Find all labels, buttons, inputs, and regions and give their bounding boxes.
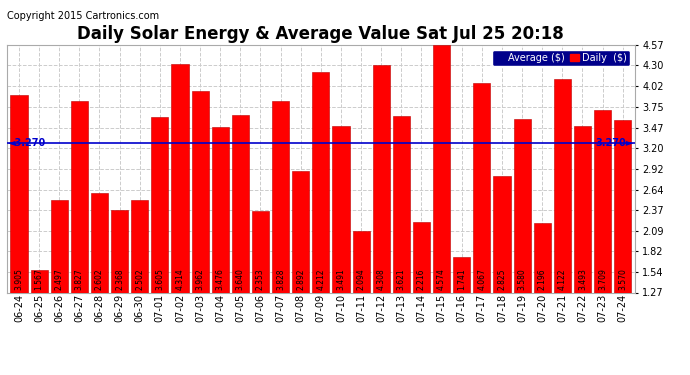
Text: 3.605: 3.605 [155, 268, 164, 290]
Text: 2.216: 2.216 [417, 269, 426, 290]
Bar [252, 211, 269, 375]
Bar [353, 231, 370, 375]
Bar [513, 119, 531, 375]
Text: Copyright 2015 Cartronics.com: Copyright 2015 Cartronics.com [7, 11, 159, 21]
Text: 2.825: 2.825 [497, 269, 506, 290]
Text: 3.476: 3.476 [216, 268, 225, 290]
Bar [272, 100, 289, 375]
Bar [50, 201, 68, 375]
Text: 3.270►: 3.270► [595, 138, 634, 147]
Text: 2.196: 2.196 [538, 268, 546, 290]
Text: 1.741: 1.741 [457, 268, 466, 290]
Bar [212, 127, 229, 375]
Bar [473, 83, 491, 375]
Legend: Average ($), Daily  ($): Average ($), Daily ($) [493, 50, 630, 66]
Text: 2.353: 2.353 [256, 268, 265, 290]
Bar [433, 45, 450, 375]
Text: 2.602: 2.602 [95, 268, 104, 290]
Bar [393, 116, 410, 375]
Text: 3.827: 3.827 [75, 268, 84, 290]
Bar [292, 171, 309, 375]
Bar [30, 270, 48, 375]
Text: 1.567: 1.567 [34, 268, 43, 290]
Bar [333, 126, 350, 375]
Text: 2.892: 2.892 [296, 269, 305, 290]
Bar [91, 193, 108, 375]
Text: 4.122: 4.122 [558, 269, 567, 290]
Bar [131, 200, 148, 375]
Text: 3.621: 3.621 [397, 268, 406, 290]
Text: 2.497: 2.497 [55, 268, 63, 290]
Bar [554, 79, 571, 375]
Text: 3.491: 3.491 [337, 268, 346, 290]
Bar [232, 115, 249, 375]
Bar [71, 101, 88, 375]
Bar [373, 64, 390, 375]
Bar [453, 257, 471, 375]
Bar [493, 176, 511, 375]
Bar [10, 95, 28, 375]
Bar [594, 110, 611, 375]
Bar [151, 117, 168, 375]
Title: Daily Solar Energy & Average Value Sat Jul 25 20:18: Daily Solar Energy & Average Value Sat J… [77, 26, 564, 44]
Text: 3.962: 3.962 [195, 268, 205, 290]
Bar [192, 91, 208, 375]
Bar [614, 120, 631, 375]
Text: 4.308: 4.308 [377, 268, 386, 290]
Text: 4.067: 4.067 [477, 268, 486, 290]
Bar [111, 210, 128, 375]
Text: 4.314: 4.314 [175, 268, 184, 290]
Text: 4.574: 4.574 [437, 268, 446, 290]
Text: 3.828: 3.828 [276, 269, 285, 290]
Text: ◄3.270: ◄3.270 [8, 138, 46, 147]
Bar [533, 223, 551, 375]
Text: 3.580: 3.580 [518, 268, 526, 290]
Text: 3.905: 3.905 [14, 268, 23, 290]
Text: 2.094: 2.094 [357, 268, 366, 290]
Text: 4.212: 4.212 [316, 269, 326, 290]
Bar [574, 126, 591, 375]
Text: 2.368: 2.368 [115, 268, 124, 290]
Text: 3.709: 3.709 [598, 268, 607, 290]
Text: 3.570: 3.570 [618, 268, 627, 290]
Bar [313, 72, 329, 375]
Bar [413, 222, 430, 375]
Text: 2.502: 2.502 [135, 268, 144, 290]
Text: 3.493: 3.493 [578, 268, 587, 290]
Bar [171, 64, 188, 375]
Text: 3.640: 3.640 [236, 268, 245, 290]
